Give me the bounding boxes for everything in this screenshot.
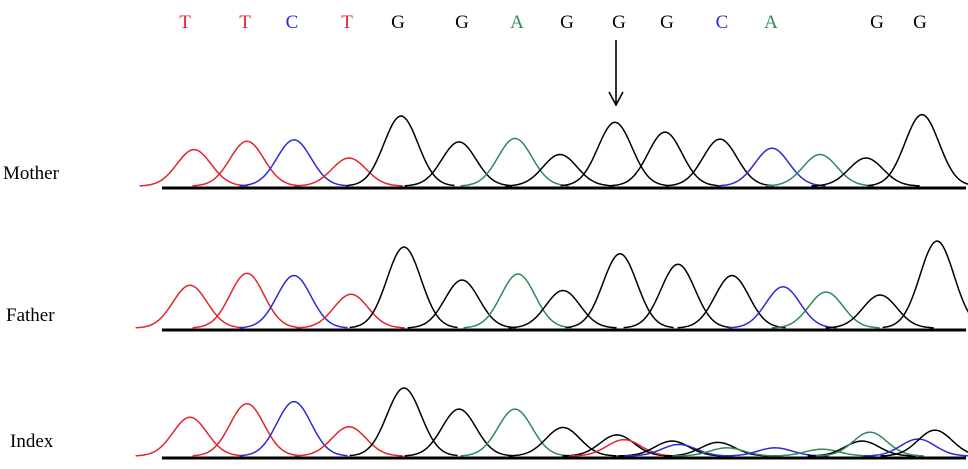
sequence-base-6: G <box>455 12 469 33</box>
peak-index-6 <box>404 408 513 457</box>
peak-mother-14 <box>811 157 920 187</box>
track-label-mother: Mother <box>3 163 60 184</box>
peak-father-13 <box>771 291 880 329</box>
peak-father-14 <box>825 294 934 329</box>
peak-index-18 <box>815 431 924 457</box>
peak-index-10 <box>569 438 678 457</box>
track-label-index: Index <box>10 431 54 452</box>
traces-index <box>135 387 968 457</box>
peak-mother-6 <box>404 141 513 187</box>
peak-father-12 <box>728 286 837 329</box>
peak-mother-3 <box>239 139 348 187</box>
peak-father-15 <box>882 240 968 329</box>
sequence-base-2: T <box>239 12 251 33</box>
peak-father-11 <box>677 274 786 329</box>
sequence-base-3: C <box>286 12 299 33</box>
sequence-base-7: A <box>510 12 524 33</box>
sequence-base-10: G <box>660 12 674 33</box>
peak-mother-5 <box>346 115 455 187</box>
peak-mother-2 <box>192 140 301 187</box>
peak-mother-12 <box>717 147 826 187</box>
sequence-base-8: G <box>560 12 574 33</box>
peak-father-10 <box>623 263 732 329</box>
peak-mother-9 <box>560 121 669 187</box>
peak-index-20 <box>880 429 968 457</box>
track-index: Index <box>10 387 968 460</box>
peak-father-4 <box>296 293 405 329</box>
sequence-base-14: G <box>913 12 927 33</box>
peak-mother-11 <box>665 138 774 187</box>
peak-index-16 <box>767 448 876 457</box>
variant-arrow <box>608 40 624 107</box>
peak-index-1 <box>135 416 244 457</box>
peak-index-9 <box>562 434 671 457</box>
peak-index-7 <box>460 408 569 457</box>
peak-index-4 <box>294 426 403 457</box>
peak-father-5 <box>349 246 458 329</box>
peak-mother-15 <box>867 113 968 187</box>
peak-father-8 <box>508 289 617 329</box>
peak-mother-8 <box>505 153 614 187</box>
peak-index-3 <box>239 400 348 457</box>
sequence-base-11: C <box>716 12 729 33</box>
peak-mother-4 <box>294 157 403 187</box>
peak-index-8 <box>508 426 617 457</box>
peak-mother-10 <box>610 131 719 187</box>
traces-father <box>135 240 968 329</box>
peak-father-3 <box>239 274 348 329</box>
peak-index-5 <box>349 387 458 457</box>
track-label-father: Father <box>6 305 55 326</box>
peak-father-1 <box>135 284 244 329</box>
peak-index-13 <box>663 441 772 457</box>
sequence-base-12: A <box>764 12 778 33</box>
traces-mother <box>139 113 968 187</box>
sequence-base-5: G <box>391 12 405 33</box>
peak-mother-13 <box>765 153 874 187</box>
peak-mother-1 <box>139 148 248 187</box>
track-father: Father <box>6 240 968 332</box>
sequence-base-9: G <box>612 12 626 33</box>
peak-index-14 <box>672 447 781 457</box>
peak-father-6 <box>407 279 516 329</box>
peak-father-2 <box>192 272 301 329</box>
peak-index-19 <box>863 438 968 457</box>
track-mother: Mother <box>3 113 968 190</box>
peak-father-9 <box>565 253 674 329</box>
peak-index-11 <box>617 440 726 457</box>
peak-index-2 <box>192 402 301 457</box>
sequence-base-13: G <box>870 12 884 33</box>
peak-mother-7 <box>460 137 569 187</box>
peak-index-12 <box>624 443 733 457</box>
peak-father-7 <box>463 273 572 329</box>
sequence-base-1: T <box>179 12 191 33</box>
sequence-base-4: T <box>341 12 353 33</box>
variant-arrow-head <box>608 91 624 107</box>
